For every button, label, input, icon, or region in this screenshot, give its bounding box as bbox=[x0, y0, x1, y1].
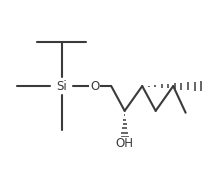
Text: OH: OH bbox=[116, 137, 134, 150]
Text: O: O bbox=[90, 80, 99, 92]
Text: Si: Si bbox=[56, 80, 67, 92]
